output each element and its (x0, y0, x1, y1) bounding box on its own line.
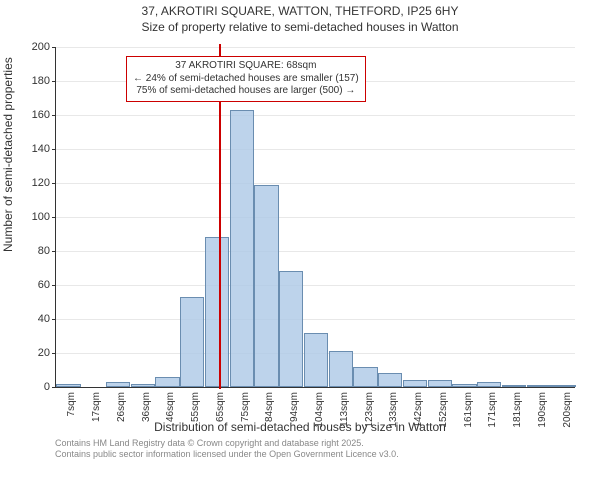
annotation-line: ← 24% of semi-detached houses are smalle… (133, 73, 359, 86)
histogram-bar (353, 367, 377, 387)
gridline (56, 251, 575, 252)
histogram-bar (329, 351, 353, 387)
chart-subtitle: Size of property relative to semi-detach… (0, 20, 600, 36)
footer-line: Contains HM Land Registry data © Crown c… (55, 438, 399, 449)
histogram-bar (230, 110, 254, 387)
x-axis-label: Distribution of semi-detached houses by … (0, 420, 600, 434)
y-tick-label: 180 (32, 75, 56, 87)
y-tick-label: 60 (38, 279, 56, 291)
x-tick-label: 84sqm (264, 387, 275, 422)
annotation-line: 37 AKROTIRI SQUARE: 68sqm (133, 60, 359, 73)
x-tick-label: 26sqm (116, 387, 127, 422)
histogram-bar (254, 185, 278, 387)
x-tick-label: 36sqm (141, 387, 152, 422)
chart-title: 37, AKROTIRI SQUARE, WATTON, THETFORD, I… (0, 4, 600, 20)
histogram-bar (378, 373, 402, 387)
y-tick-label: 0 (44, 381, 56, 393)
y-tick-label: 200 (32, 41, 56, 53)
gridline (56, 115, 575, 116)
gridline (56, 319, 575, 320)
x-tick-label: 46sqm (165, 387, 176, 422)
y-tick-label: 140 (32, 143, 56, 155)
y-tick-label: 20 (38, 347, 56, 359)
histogram-bar (155, 377, 179, 387)
histogram-bar (428, 380, 452, 387)
histogram-bar (304, 333, 328, 387)
footer-line: Contains public sector information licen… (55, 449, 399, 460)
histogram-bar (205, 237, 229, 387)
footer-attribution: Contains HM Land Registry data © Crown c… (55, 438, 399, 460)
y-axis-label: Number of semi-detached properties (1, 57, 15, 252)
y-tick-label: 80 (38, 245, 56, 257)
y-tick-label: 100 (32, 211, 56, 223)
chart-container: Number of semi-detached properties 02040… (0, 42, 600, 462)
plot-area: 0204060801001201401601802007sqm17sqm26sq… (55, 48, 575, 388)
x-tick-label: 75sqm (240, 387, 251, 422)
gridline (56, 149, 575, 150)
x-tick-label: 94sqm (289, 387, 300, 422)
annotation-line: 75% of semi-detached houses are larger (… (133, 85, 359, 98)
gridline (56, 183, 575, 184)
y-tick-label: 160 (32, 109, 56, 121)
x-tick-label: 55sqm (190, 387, 201, 422)
x-tick-label: 7sqm (66, 387, 77, 416)
x-tick-label: 65sqm (215, 387, 226, 422)
histogram-bar (403, 380, 427, 387)
histogram-bar (180, 297, 204, 387)
x-tick-label: 17sqm (91, 387, 102, 422)
y-tick-label: 120 (32, 177, 56, 189)
gridline (56, 47, 575, 48)
histogram-bar (279, 271, 303, 387)
y-tick-label: 40 (38, 313, 56, 325)
gridline (56, 217, 575, 218)
gridline (56, 285, 575, 286)
reference-annotation: 37 AKROTIRI SQUARE: 68sqm← 24% of semi-d… (126, 56, 366, 102)
